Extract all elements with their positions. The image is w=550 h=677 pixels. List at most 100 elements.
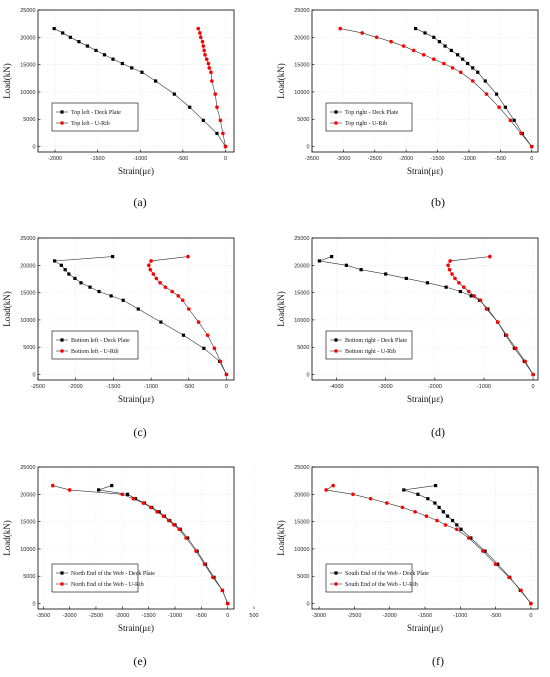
series-deck-plate bbox=[52, 26, 228, 149]
y-tick-label: 10000 bbox=[20, 547, 35, 553]
plot-frame bbox=[37, 237, 235, 381]
legend-marker bbox=[60, 582, 64, 586]
x-tick-label: 0 bbox=[226, 613, 229, 619]
data-point bbox=[338, 26, 343, 31]
data-point bbox=[531, 372, 535, 377]
y-tick-label: 15000 bbox=[294, 291, 309, 297]
x-axis-label: Strain(με) bbox=[407, 166, 443, 176]
data-point bbox=[194, 549, 198, 553]
chart-panel-6: -3000 -2500 -2000 -1500 -1000 -500 0 0 5000 10000… bbox=[276, 465, 539, 668]
data-point bbox=[221, 131, 225, 136]
legend-marker bbox=[334, 338, 338, 342]
data-point bbox=[481, 549, 485, 553]
data-point bbox=[131, 496, 136, 501]
legend-box bbox=[51, 330, 139, 360]
legend-label: Bottom right - Deck Plate bbox=[345, 338, 407, 344]
data-point bbox=[147, 263, 151, 268]
data-point bbox=[413, 26, 418, 31]
data-point bbox=[67, 488, 72, 492]
data-point bbox=[484, 307, 489, 311]
data-point bbox=[495, 320, 500, 324]
data-point bbox=[166, 518, 171, 523]
legend: Top right - Deck Plate Top right - U-Rib bbox=[325, 102, 413, 132]
data-point bbox=[133, 497, 138, 501]
x-tick-label: -1000 bbox=[462, 156, 476, 162]
data-point bbox=[507, 575, 511, 580]
data-point bbox=[148, 267, 153, 272]
x-tick-label: -2500 bbox=[31, 384, 45, 390]
data-point bbox=[151, 272, 156, 276]
y-tick-label: 20000 bbox=[294, 35, 309, 41]
x-tick-label: -3000 bbox=[63, 613, 77, 619]
y-tick-label: 10000 bbox=[294, 318, 309, 324]
panel-caption: (f) bbox=[432, 654, 444, 668]
legend-label: South End of the Web - U-Rib bbox=[345, 581, 418, 588]
data-point bbox=[384, 272, 388, 276]
data-point bbox=[186, 254, 190, 259]
legend-marker bbox=[60, 121, 64, 125]
data-point bbox=[469, 294, 473, 298]
data-point bbox=[435, 518, 439, 523]
data-point bbox=[88, 285, 92, 289]
data-point bbox=[424, 514, 429, 518]
data-point bbox=[512, 118, 516, 122]
x-tick-label: -3500 bbox=[36, 613, 50, 619]
data-point bbox=[411, 48, 416, 53]
y-tick-label: 5000 bbox=[23, 345, 35, 351]
data-point bbox=[476, 70, 480, 74]
x-tick-label: 0 bbox=[225, 384, 228, 390]
data-point bbox=[494, 92, 499, 96]
data-point bbox=[200, 39, 205, 44]
y-tick-label: 20000 bbox=[294, 263, 309, 269]
x-axis-label: Strain(με) bbox=[118, 623, 154, 633]
legend-label: Top left - U-Rib bbox=[71, 120, 110, 127]
data-point bbox=[180, 298, 185, 303]
data-point bbox=[203, 52, 207, 57]
data-point bbox=[202, 562, 207, 567]
legend-label: Bottom left - Deck Plate bbox=[71, 337, 130, 344]
x-tick-label: -1500 bbox=[106, 384, 120, 390]
legend: Bottom left - Deck Plate Bottom left - U-… bbox=[51, 330, 139, 360]
data-point bbox=[385, 501, 389, 505]
x-tick-label: -2500 bbox=[368, 156, 382, 162]
series-line bbox=[148, 256, 227, 375]
panel-caption: (a) bbox=[133, 195, 146, 209]
y-tick-label: 15000 bbox=[294, 63, 309, 69]
data-point bbox=[136, 307, 140, 311]
panel-caption: (b) bbox=[431, 195, 445, 209]
data-point bbox=[198, 35, 203, 40]
data-point bbox=[170, 289, 174, 294]
data-point bbox=[198, 31, 202, 35]
data-point bbox=[446, 514, 450, 518]
x-tick-label: -2000 bbox=[383, 613, 397, 619]
data-point bbox=[441, 510, 445, 514]
series-deck-plate bbox=[402, 483, 533, 606]
legend: Top left - Deck Plate Top left - U-Rib bbox=[51, 102, 139, 132]
data-point bbox=[453, 276, 457, 281]
data-point bbox=[432, 35, 436, 39]
x-tick-label: -500 bbox=[490, 613, 501, 619]
x-tick-label: -1000 bbox=[133, 156, 147, 162]
legend: Bottom right - Deck Plate Bottom right - … bbox=[325, 330, 413, 360]
data-point bbox=[196, 320, 201, 324]
data-point bbox=[455, 523, 459, 527]
x-axis-label: Strain(με) bbox=[118, 394, 154, 404]
data-point bbox=[176, 294, 181, 298]
data-point bbox=[449, 48, 453, 53]
data-point bbox=[519, 588, 523, 593]
y-axis-label: Load(kN) bbox=[2, 520, 12, 556]
data-point bbox=[400, 505, 405, 510]
data-point bbox=[444, 285, 448, 289]
data-point bbox=[224, 372, 229, 377]
data-point bbox=[496, 562, 500, 566]
legend-marker bbox=[334, 582, 338, 586]
legend-marker bbox=[60, 349, 64, 353]
legend: South End of the Web - Deck Plate South E… bbox=[325, 563, 429, 593]
chart-panel-4: -4000 -3000 -2000 -1000 0 0 5000 10000 15000 2000… bbox=[276, 236, 539, 439]
x-tick-label: -500 bbox=[183, 384, 194, 390]
x-tick-label: -1000 bbox=[144, 384, 158, 390]
y-tick-label: 15000 bbox=[20, 63, 35, 69]
x-axis-label: Strain(με) bbox=[118, 166, 154, 176]
data-point bbox=[478, 298, 483, 303]
legend-marker bbox=[334, 121, 338, 125]
